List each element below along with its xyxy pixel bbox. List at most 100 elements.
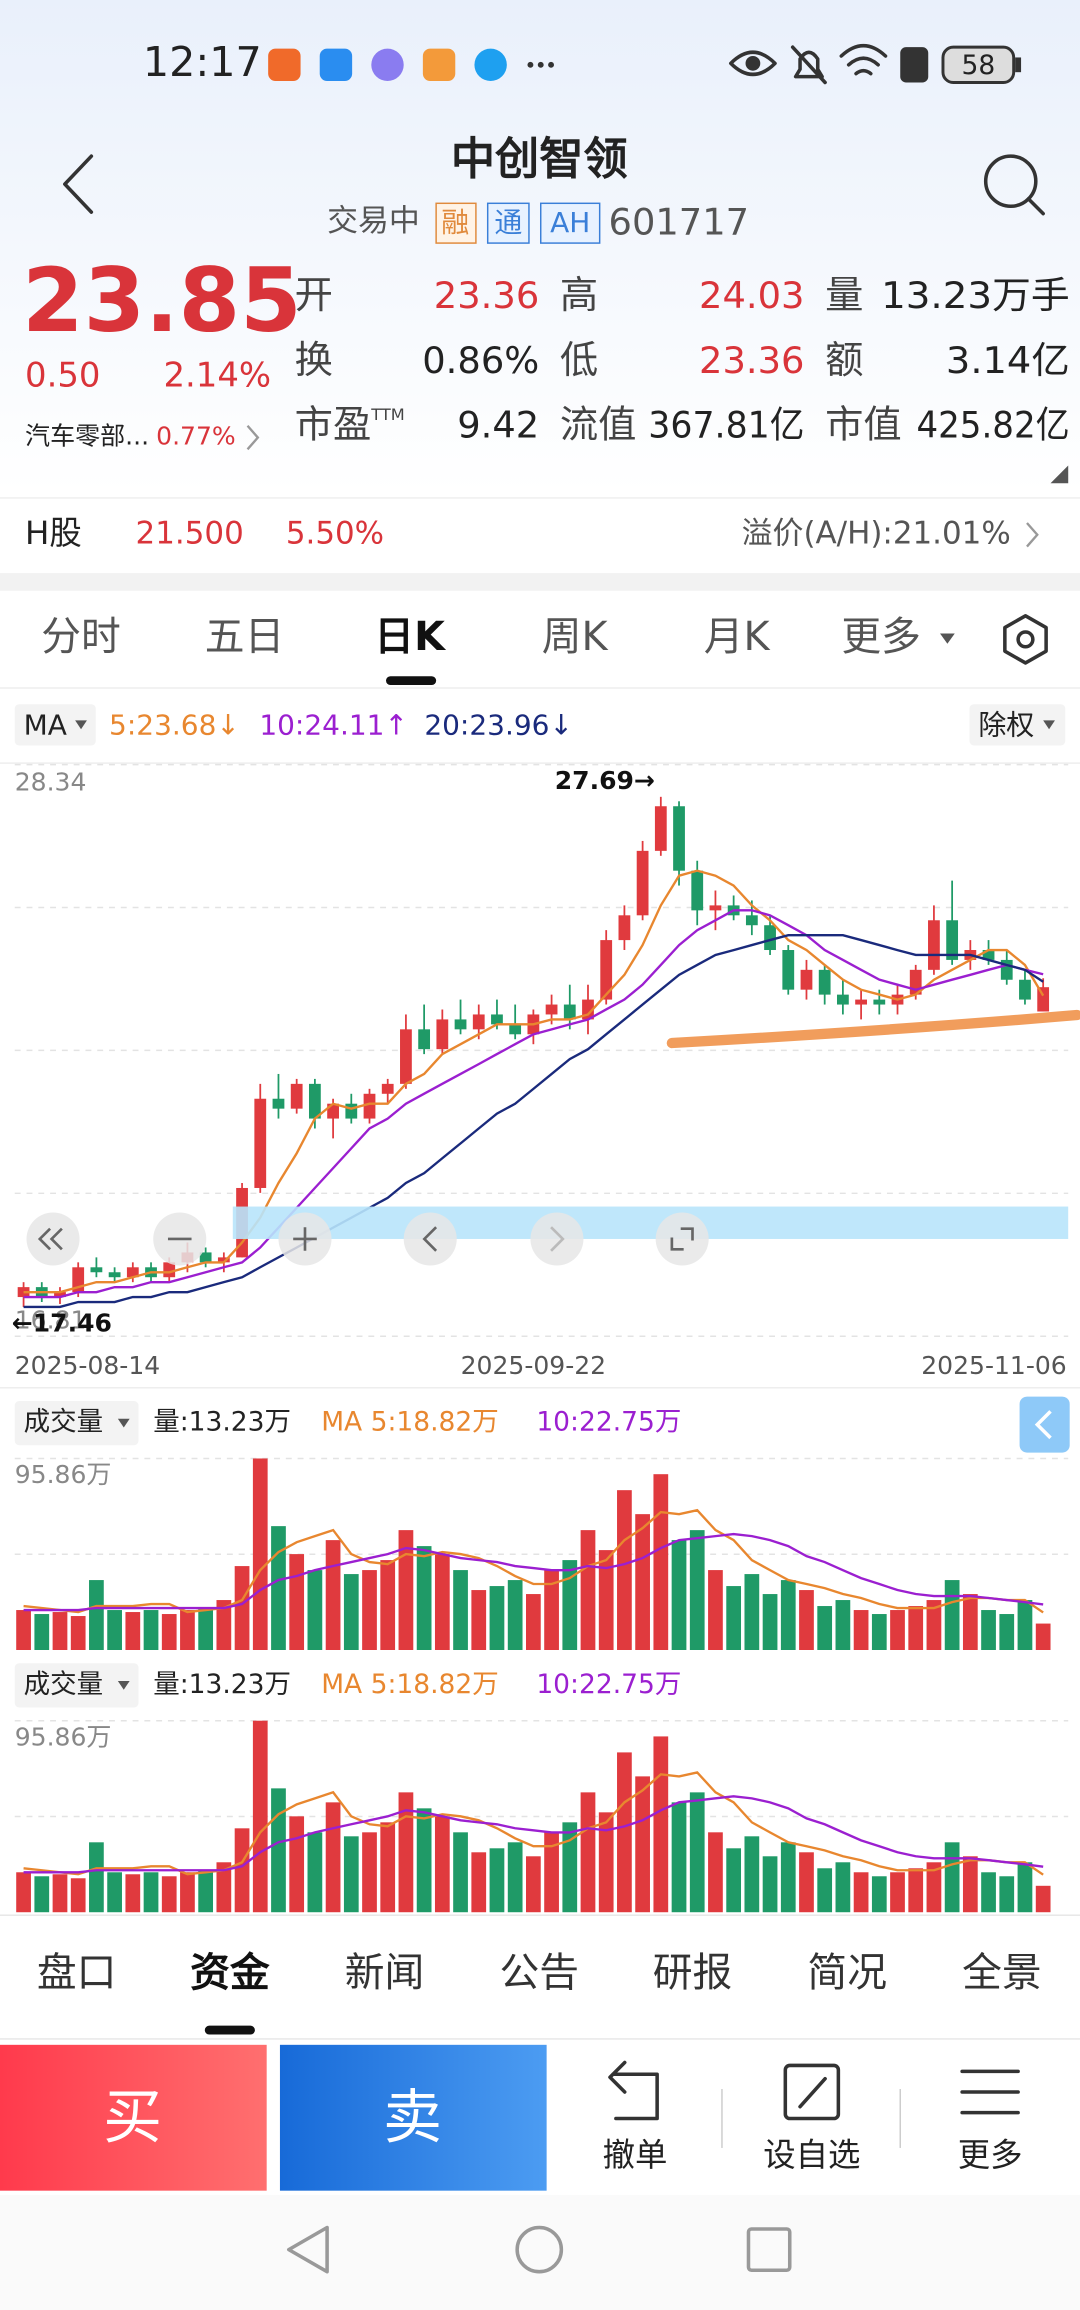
chart-tab[interactable]: 更多 [841,614,921,660]
scroll-right[interactable] [530,1212,584,1266]
field-value: 24.03 [699,274,804,317]
nav-home[interactable] [515,2225,564,2274]
expand-corner[interactable] [1050,465,1069,484]
volume-bar [744,1574,760,1650]
sell-button[interactable] [279,2044,547,2191]
bottom-tab[interactable]: 研报 [653,1950,733,1996]
nav-bar [0,2195,1080,2310]
volume-bar [507,1842,523,1913]
eye-icon [729,50,777,77]
collapse-tab[interactable] [1019,1396,1070,1453]
bottom-tab[interactable]: 简况 [807,1950,887,1996]
y-tick-label: 95.86万 [15,1722,112,1751]
field-value: 13.23万手 [881,274,1070,317]
adjust-select[interactable] [969,704,1066,746]
volume-name: 成交量 [24,1669,104,1700]
volume-bar [16,1872,31,1913]
y-tick-label: 16.81 [15,1305,87,1334]
volume-bar [89,1842,104,1913]
volume-bar [526,1594,541,1650]
chart-tab[interactable]: 分时 [41,614,121,660]
volume-bar [780,1842,796,1913]
bottom-tab[interactable]: 全景 [962,1950,1042,1996]
volume-bar [671,1540,687,1650]
bottom-tab[interactable]: 盘口 [37,1950,117,1996]
volume-bar [580,1792,596,1913]
settings-button[interactable] [1003,614,1048,665]
ma-line [23,1771,1044,1876]
indicator-select[interactable] [14,704,96,746]
volume-bar [16,1610,31,1650]
buy-button[interactable] [0,2044,267,2191]
fullscreen[interactable] [655,1212,709,1266]
ah-premium[interactable]: 溢价(A/H):21.01% [742,515,1011,551]
candle-body [472,1014,485,1030]
volume-bar [398,1792,414,1913]
chart-tab[interactable]: 月K [704,614,771,660]
candle-body [436,1019,449,1050]
candle-body [982,950,995,960]
candle-body [400,1029,412,1084]
scroll-left[interactable] [403,1212,457,1266]
watchlist-icon [798,2076,827,2109]
battery-tip [1015,57,1022,73]
volume-bar [180,1610,195,1650]
volume-bar [617,1490,632,1650]
ma5-label: 5:23.68↓ [109,708,240,741]
volume-bar [380,1822,396,1913]
watchlist-icon[interactable] [783,2063,841,2121]
volume-bar [762,1856,778,1913]
chart-tab[interactable]: 日K [374,614,447,660]
dropdown-arrow [940,633,955,644]
volume-bar [198,1608,214,1650]
volume-bar [34,1876,50,1913]
back-button[interactable] [63,154,94,214]
h-share-label: H股 [25,514,82,552]
field-label: 高 [560,273,598,318]
buy-label: 买 [103,2083,162,2152]
stock-code: 601717 [609,200,750,243]
tool-label: 设自选 [763,2136,860,2174]
nav-back[interactable] [287,2225,329,2274]
candle-body [909,969,922,995]
bottom-tab[interactable]: 资金 [190,1950,270,1996]
volume-bar [507,1580,523,1650]
volume-value: 量:13.23万 [153,1407,291,1438]
candle-body [126,1267,139,1278]
field-value: 23.36 [699,339,804,382]
volume-bar [161,1614,177,1650]
volume-bar [471,1852,487,1913]
tag-text: AH [550,206,590,239]
more-icon[interactable] [960,2069,1020,2115]
nav-recents[interactable] [746,2227,792,2272]
chart-tab[interactable]: 五日 [205,614,285,660]
volume-bar [70,1878,86,1913]
volume-bar [981,1610,996,1650]
candle-body [636,850,649,916]
volume-select[interactable] [14,1401,139,1446]
candle-body [654,806,667,851]
wifi-icon [839,43,888,76]
volume-bar [325,1802,341,1913]
y-tick-label: 28.34 [15,768,87,797]
volume-bar [635,1776,650,1913]
volume-bar [908,1868,924,1913]
candle-body [745,915,758,926]
chart-tab[interactable]: 周K [542,614,609,660]
bottom-tab[interactable]: 公告 [499,1950,579,1996]
volume-bar [70,1616,86,1650]
bottom-tab[interactable]: 新闻 [345,1950,425,1996]
volume-bar [726,1848,742,1913]
volume-bar [343,1574,359,1650]
volume-select[interactable] [14,1663,139,1708]
search-button[interactable] [983,154,1045,216]
candle-body [509,1024,522,1035]
candle-body [1037,987,1050,1012]
candle-body [54,1292,66,1298]
ma-line [23,1508,1044,1614]
candle-body [418,1029,431,1050]
field-label: 开 [295,273,333,318]
volume-bar [398,1530,414,1650]
tag [435,202,477,244]
cancel-icon[interactable] [608,2060,659,2121]
